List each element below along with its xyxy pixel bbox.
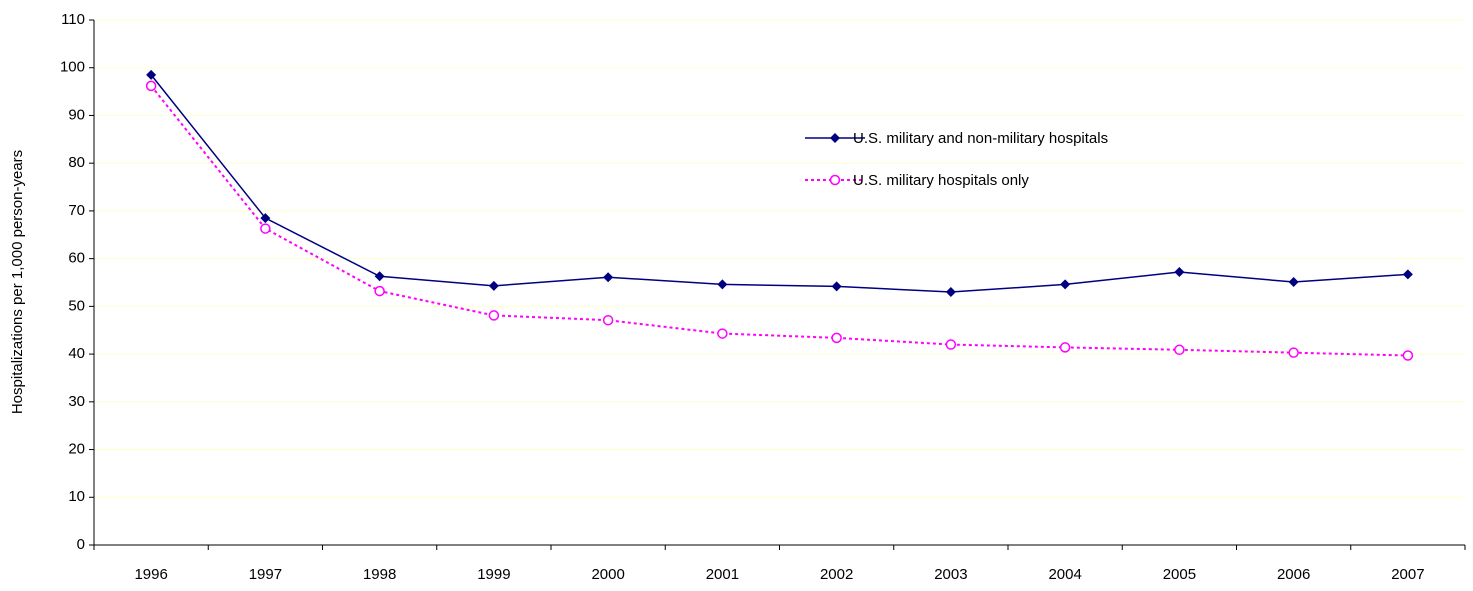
marker <box>1059 342 1071 353</box>
marker <box>717 279 728 290</box>
series-line <box>150 74 1408 293</box>
marker <box>1288 347 1299 358</box>
marker <box>717 328 728 339</box>
y-tick-label: 10 <box>68 488 85 505</box>
marker <box>603 272 614 283</box>
marker <box>602 314 614 326</box>
legend-marker <box>829 174 841 186</box>
marker <box>1060 279 1071 290</box>
y-tick-label: 80 <box>68 154 85 171</box>
x-tick-label: 2007 <box>1391 566 1424 583</box>
y-tick-label: 30 <box>68 393 85 410</box>
x-tick-label: 1999 <box>477 566 510 583</box>
marker <box>488 310 500 321</box>
x-tick-label: 2004 <box>1048 566 1081 583</box>
marker <box>1288 277 1299 288</box>
y-tick-label: 90 <box>68 106 85 123</box>
marker <box>146 69 157 80</box>
x-tick-label: 2001 <box>706 566 739 583</box>
y-tick-label: 110 <box>61 11 85 28</box>
marker <box>831 281 842 292</box>
marker <box>831 332 842 344</box>
marker <box>374 285 385 297</box>
x-tick-label: 2003 <box>934 566 967 583</box>
y-tick-label: 100 <box>60 59 85 76</box>
legend-label: U.S. military hospitals only <box>853 172 1029 189</box>
legend-marker <box>830 133 840 143</box>
y-tick-label: 40 <box>68 345 85 362</box>
legend-label: U.S. military and non-military hospitals <box>853 130 1108 147</box>
marker <box>1402 350 1414 361</box>
y-tick-label: 50 <box>68 297 85 314</box>
y-tick-label: 70 <box>68 202 85 219</box>
marker <box>374 271 385 282</box>
x-tick-label: 1998 <box>363 566 396 583</box>
marker <box>145 80 157 92</box>
marker <box>1174 267 1185 277</box>
x-tick-label: 2002 <box>820 566 853 583</box>
x-tick-label: 1996 <box>134 566 167 583</box>
x-tick-label: 2005 <box>1163 566 1196 583</box>
marker <box>488 280 499 291</box>
x-tick-label: 2006 <box>1277 566 1310 583</box>
x-tick-label: 2000 <box>591 566 624 583</box>
series-line <box>150 85 1408 357</box>
marker <box>1174 344 1185 356</box>
y-axis-label: Hospitalizations per 1,000 person-years <box>9 150 26 414</box>
marker <box>945 287 956 298</box>
marker <box>260 223 271 234</box>
marker <box>260 213 271 224</box>
y-tick-label: 0 <box>77 536 85 553</box>
marker <box>1402 269 1413 280</box>
marker <box>945 339 957 350</box>
y-tick-label: 20 <box>68 441 85 458</box>
x-tick-label: 1997 <box>249 566 282 583</box>
y-tick-label: 60 <box>68 250 85 267</box>
